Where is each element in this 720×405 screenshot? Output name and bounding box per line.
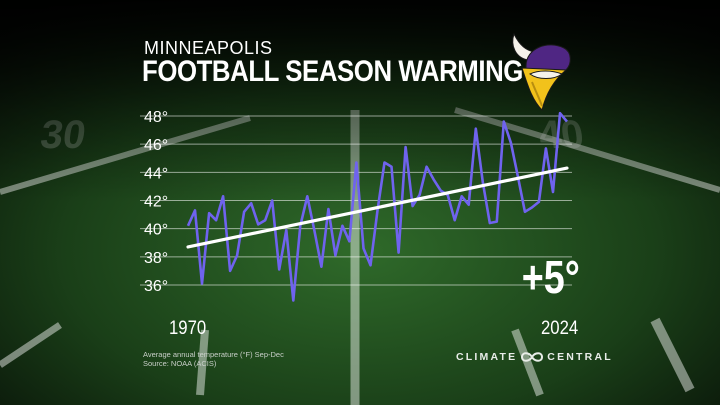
chart-subtitle: MINNEAPOLIS [144,38,273,58]
x-tick-label-start: 1970 [169,318,207,339]
chart-title: FOOTBALL SEASON WARMING [142,55,523,88]
climate-central-brand: CLIMATE CENTRAL [456,351,613,363]
vikings-logo-icon [512,32,571,111]
series-layer [186,111,568,302]
chart-footnote: Average annual temperature (°F) Sep-Dec … [143,350,284,369]
y-tick-label: 38° [144,250,168,267]
y-tick-label: 48° [144,109,168,126]
chart-gridlines [140,115,572,286]
y-tick-label: 40° [144,222,168,239]
brand-word-left: CLIMATE [456,351,518,363]
y-tick-label: 36° [144,278,168,295]
trend-layer [186,166,569,249]
brand-word-right: CENTRAL [547,351,613,363]
temperature-change-label: +5° [521,251,580,303]
y-axis-tick-labels: 36° 38° 40° 42° 44° 46° 48° [144,109,168,295]
series-line-temperature [186,111,568,302]
footnote-measure: Average annual temperature (°F) Sep-Dec [143,350,284,359]
y-tick-label: 44° [144,165,168,182]
x-tick-label-end: 2024 [541,318,579,339]
footnote-source: Source: NOAA (ACIS) [143,359,217,369]
y-tick-label: 46° [144,137,168,154]
infinity-icon [521,352,544,362]
y-tick-label: 42° [144,194,168,211]
trend-line [186,166,569,249]
